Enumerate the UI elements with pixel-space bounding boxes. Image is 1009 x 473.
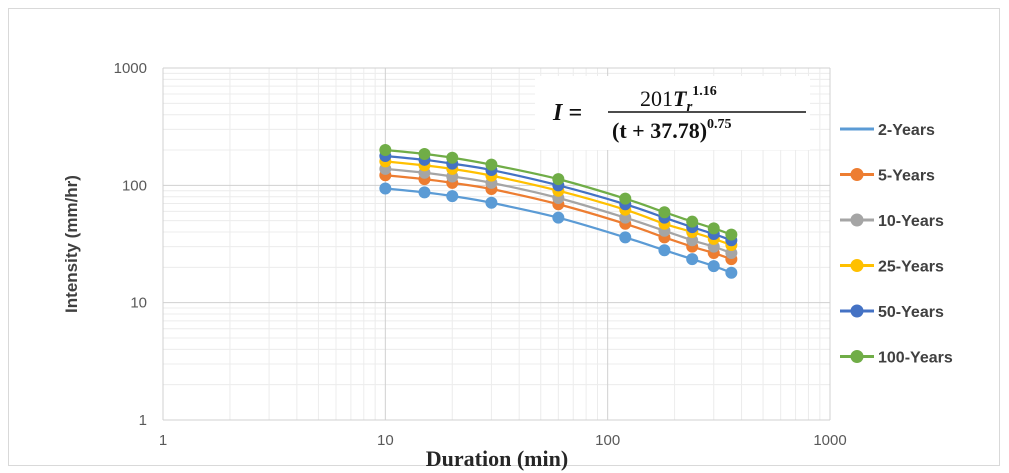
data-point-2-years <box>686 253 699 266</box>
data-point-100-years <box>418 147 431 160</box>
data-point-100-years <box>658 206 671 219</box>
data-point-2-years <box>725 266 738 279</box>
series-line-5-years <box>385 174 732 261</box>
data-point-2-years <box>446 190 459 203</box>
legend-swatch-marker <box>850 350 864 363</box>
tick-labels: 1 10 100 1000 1 10 100 1000 <box>114 60 847 449</box>
data-point-100-years <box>552 173 565 186</box>
y-tick-label: 100 <box>122 177 147 194</box>
x-tick-label: 1 <box>159 432 167 449</box>
data-point-2-years <box>379 182 392 195</box>
x-tick-label: 10 <box>377 432 394 449</box>
data-point-100-years <box>725 228 738 241</box>
data-point-100-years <box>686 215 699 228</box>
series-line-2-years <box>385 187 732 274</box>
series-line-50-years <box>385 154 732 242</box>
legend-label: 2-Years <box>878 122 935 139</box>
equation-lhs: I = <box>552 100 582 126</box>
legend-swatch-marker <box>850 259 864 272</box>
x-tick-label: 1000 <box>813 432 846 449</box>
series-2-years <box>379 182 738 279</box>
y-tick-label: 1 <box>139 412 147 429</box>
series-100-years <box>379 144 738 241</box>
data-point-100-years <box>619 192 632 205</box>
y-tick-label: 10 <box>130 295 147 312</box>
data-point-100-years <box>446 151 459 164</box>
equation-background <box>535 76 810 150</box>
data-point-100-years <box>379 144 392 157</box>
x-tick-label: 100 <box>595 432 620 449</box>
series-layer <box>379 144 738 279</box>
data-point-2-years <box>658 244 671 257</box>
legend-item-50-years: 50-Years <box>840 304 944 321</box>
series-line-100-years <box>385 148 732 236</box>
legend: 2-Years 5-Years 10-Years 25-Years 50-Years 10… <box>840 122 953 367</box>
series-line-10-years <box>385 167 732 255</box>
legend-item-25-years: 25-Years <box>840 259 944 276</box>
legend-item-100-years: 100-Years <box>840 350 953 367</box>
legend-label: 5-Years <box>878 168 935 185</box>
legend-label: 25-Years <box>878 259 944 276</box>
data-point-2-years <box>418 186 431 199</box>
legend-item-5-years: 5-Years <box>840 168 935 185</box>
data-point-100-years <box>485 158 498 171</box>
minor-gridlines <box>163 68 830 420</box>
legend-label: 50-Years <box>878 304 944 321</box>
legend-swatch-marker <box>850 213 864 227</box>
legend-swatch-marker <box>850 168 864 181</box>
y-tick-label: 1000 <box>114 60 147 77</box>
equation-denominator: (t + 37.78)0.75 <box>612 117 732 143</box>
equation-annotation: I = 201Tr1.16(t + 37.78)0.75 <box>535 76 810 150</box>
legend-item-2-years: 2-Years <box>840 122 935 139</box>
legend-label: 10-Years <box>878 213 944 230</box>
data-point-2-years <box>619 231 632 244</box>
equation-numerator: 201Tr1.16 <box>640 84 717 115</box>
data-point-2-years <box>552 211 565 224</box>
data-point-10-years <box>686 234 699 247</box>
legend-swatch-marker <box>850 304 864 318</box>
data-point-2-years <box>707 260 720 273</box>
legend-item-10-years: 10-Years <box>840 213 944 230</box>
data-point-100-years <box>707 222 720 235</box>
legend-label: 100-Years <box>878 350 953 367</box>
data-point-2-years <box>485 196 498 209</box>
series-line-25-years <box>385 160 732 247</box>
chart-frame <box>8 8 1000 466</box>
x-axis-label: Duration (min) <box>426 446 568 471</box>
y-axis-label: Intensity (mm/hr) <box>62 175 81 313</box>
major-gridlines <box>162 67 831 421</box>
